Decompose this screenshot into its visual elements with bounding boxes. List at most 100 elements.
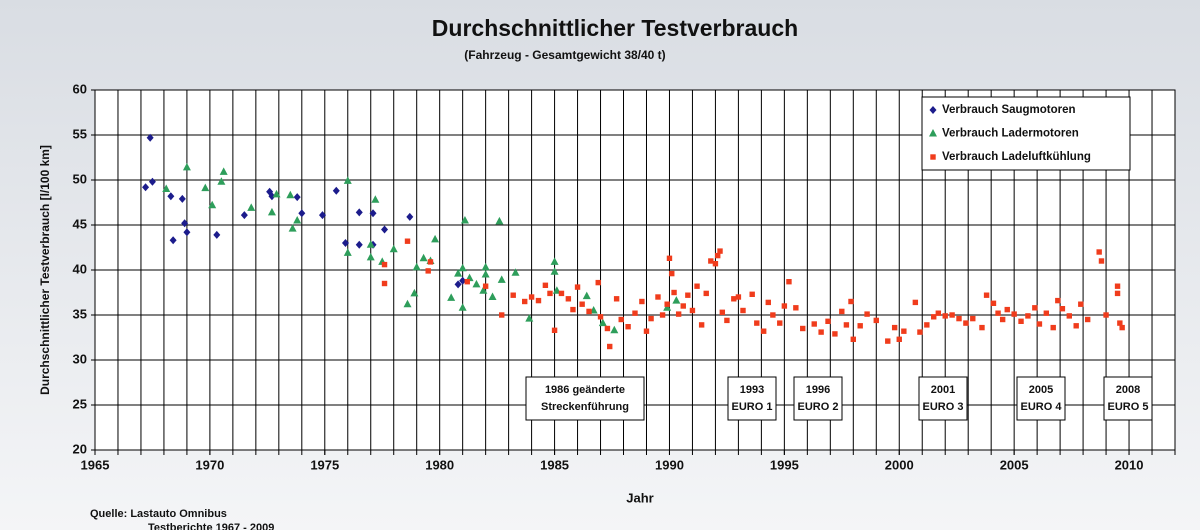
annotation-text: 1986 geänderte (545, 384, 625, 396)
source: Quelle: Lastauto Omnibus (90, 508, 227, 520)
point (371, 195, 380, 203)
point (268, 192, 276, 201)
x-tick-label: 1995 (770, 457, 799, 472)
point (419, 253, 428, 262)
point (1004, 306, 1010, 313)
point (431, 234, 440, 243)
point (666, 255, 673, 261)
point (447, 293, 456, 301)
point (267, 207, 276, 216)
point (454, 280, 462, 289)
annotation-box (793, 376, 843, 421)
point (800, 325, 806, 332)
point (142, 183, 150, 192)
y-tick-label: 35 (73, 306, 87, 321)
point (935, 310, 942, 316)
point (318, 211, 326, 220)
point (146, 133, 154, 142)
point (857, 323, 863, 329)
point (864, 311, 870, 317)
point (1018, 318, 1024, 324)
point (369, 209, 377, 218)
point (703, 290, 709, 297)
point (1098, 258, 1105, 264)
point (885, 338, 891, 344)
x-tick-label: 1980 (425, 457, 454, 472)
point (535, 297, 542, 304)
point (663, 303, 672, 311)
point (873, 317, 879, 324)
legend-marker (929, 129, 937, 137)
point (715, 252, 721, 259)
point (201, 183, 210, 192)
point (595, 279, 601, 286)
point (458, 263, 467, 272)
point (698, 322, 705, 328)
point (213, 230, 221, 239)
point (488, 292, 497, 300)
point (648, 315, 654, 322)
annotation-text: EURO 3 (923, 401, 964, 413)
point (1096, 249, 1102, 255)
point (381, 261, 388, 268)
point (293, 193, 301, 202)
y-axis-label: Durchschnittlicher Testverbrauch [l/100 … (38, 145, 52, 395)
point (680, 303, 686, 309)
legend-label: Verbrauch Ladermotoren (942, 128, 1079, 140)
y-tick-label: 60 (73, 81, 87, 96)
point (217, 177, 226, 185)
point (735, 294, 742, 300)
point (896, 336, 902, 342)
annotation-text: EURO 5 (1108, 401, 1149, 413)
point (458, 303, 467, 311)
point (1103, 312, 1109, 318)
point (956, 315, 962, 322)
point (598, 318, 607, 327)
point (843, 322, 850, 328)
point (949, 312, 955, 318)
point (669, 270, 675, 277)
point (427, 259, 434, 265)
chart-subtitle: (Fahrzeug - Gesamtgewicht 38/40 t) (464, 48, 665, 62)
point (1055, 297, 1061, 304)
annotation-text: 1993 (740, 384, 764, 396)
point (183, 228, 191, 237)
legend-label: Verbrauch Saugmotoren (942, 104, 1076, 116)
point (818, 329, 824, 335)
point (355, 208, 363, 217)
annotation-text: EURO 4 (1021, 401, 1063, 413)
annotation-box (727, 376, 777, 421)
y-tick-label: 25 (73, 396, 87, 411)
point (332, 186, 340, 195)
point (1114, 290, 1121, 297)
annotation-text: EURO 2 (798, 401, 839, 413)
point (754, 320, 760, 326)
point (240, 211, 248, 220)
point (850, 336, 856, 342)
chart-title: Durchschnittlicher Testverbrauch (432, 15, 798, 41)
point (1119, 324, 1125, 331)
point (525, 314, 534, 322)
annotation-text: 2005 (1029, 384, 1053, 396)
point (162, 184, 171, 192)
point (610, 325, 619, 334)
y-tick-label: 40 (73, 261, 87, 276)
annotation-box (1016, 376, 1066, 421)
point (671, 289, 677, 296)
point (740, 307, 746, 314)
point (1050, 324, 1056, 331)
point (659, 312, 666, 318)
point (999, 316, 1006, 323)
x-tick-label: 1990 (655, 457, 684, 472)
point (901, 328, 907, 334)
point (1059, 306, 1066, 312)
point (570, 306, 576, 313)
point (510, 292, 516, 298)
point (655, 294, 661, 300)
y-tick-label: 55 (73, 126, 87, 141)
y-tick-label: 45 (73, 216, 87, 231)
annotation-box (1103, 376, 1153, 421)
annotation-text: Streckenführung (541, 401, 629, 413)
legend-label: Verbrauch Ladeluftkühlung (942, 151, 1091, 163)
point (931, 314, 937, 320)
